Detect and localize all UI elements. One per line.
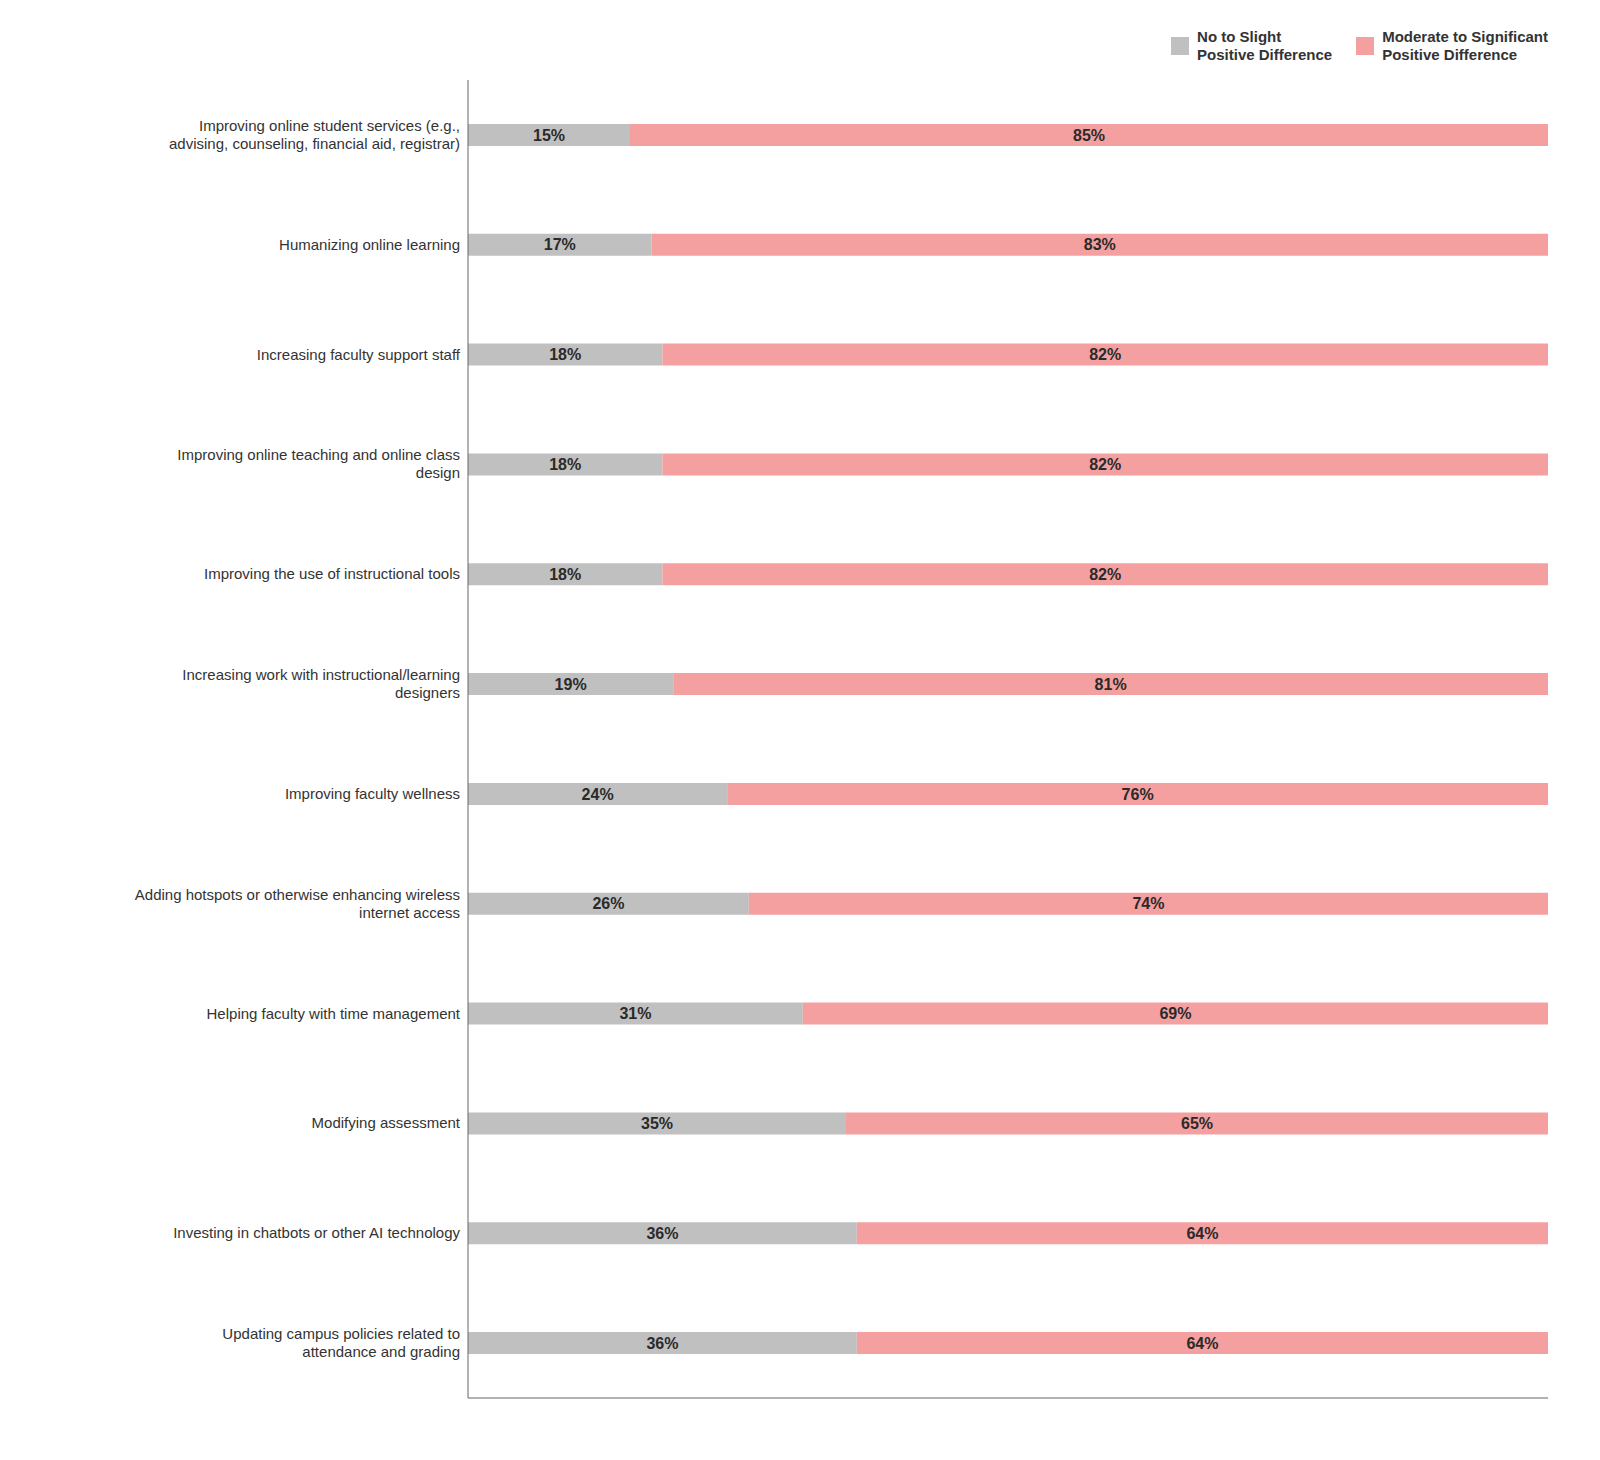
html-text:Positive Difference: Positive Difference [1382, 46, 1518, 63]
svg-text:81%: 81% [1095, 676, 1127, 693]
svg-text:Modifying assessment: Modifying assessment [312, 1114, 461, 1131]
svg-text:82%: 82% [1089, 346, 1121, 363]
svg-text:65%: 65% [1181, 1115, 1213, 1132]
html-text:No to Slight: No to Slight [1197, 28, 1282, 45]
svg-text:18%: 18% [549, 456, 581, 473]
svg-text:36%: 36% [646, 1225, 678, 1242]
html-text:Positive Difference: Positive Difference [1197, 46, 1333, 63]
svg-text:18%: 18% [549, 346, 581, 363]
svg-text:19%: 19% [555, 676, 587, 693]
svg-text:82%: 82% [1089, 566, 1121, 583]
svg-text:83%: 83% [1084, 236, 1116, 253]
svg-text:Updating campus policies relat: Updating campus policies related toatten… [222, 1325, 460, 1360]
svg-text:74%: 74% [1132, 895, 1164, 912]
svg-text:69%: 69% [1159, 1005, 1191, 1022]
svg-text:76%: 76% [1122, 786, 1154, 803]
svg-text:26%: 26% [592, 895, 624, 912]
svg-text:Investing in chatbots or other: Investing in chatbots or other AI techno… [173, 1224, 460, 1241]
svg-text:85%: 85% [1073, 127, 1105, 144]
svg-text:Improving the use of instructi: Improving the use of instructional tools [204, 565, 460, 582]
svg-text:64%: 64% [1186, 1335, 1218, 1352]
svg-text:Humanizing online learning: Humanizing online learning [279, 236, 460, 253]
svg-text:Improving online teaching and: Improving online teaching and online cla… [177, 446, 460, 481]
svg-text:35%: 35% [641, 1115, 673, 1132]
svg-text:36%: 36% [646, 1335, 678, 1352]
svg-text:15%: 15% [533, 127, 565, 144]
svg-text:64%: 64% [1186, 1225, 1218, 1242]
svg-text:Helping faculty with time mana: Helping faculty with time management [207, 1005, 461, 1022]
html-text:Moderate to Significant: Moderate to Significant [1382, 28, 1548, 45]
svg-text:Improving online student servi: Improving online student services (e.g.,… [169, 117, 460, 152]
svg-text:Increasing work with instructi: Increasing work with instructional/learn… [182, 666, 460, 701]
svg-text:17%: 17% [544, 236, 576, 253]
svg-text:18%: 18% [549, 566, 581, 583]
svg-text:Increasing faculty support sta: Increasing faculty support staff [257, 346, 461, 363]
svg-text:Improving faculty wellness: Improving faculty wellness [285, 785, 460, 802]
svg-text:Adding hotspots or otherwise e: Adding hotspots or otherwise enhancing w… [135, 886, 460, 921]
svg-text:24%: 24% [582, 786, 614, 803]
svg-text:31%: 31% [619, 1005, 651, 1022]
svg-text:82%: 82% [1089, 456, 1121, 473]
